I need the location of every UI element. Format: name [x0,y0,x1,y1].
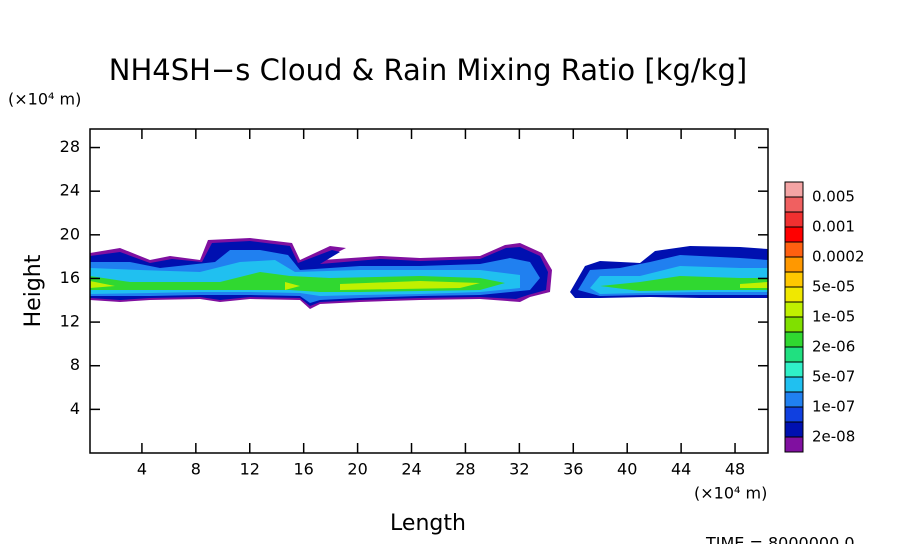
colorbar-swatch [784,211,804,228]
colorbar-label: 0.0002 [812,248,865,266]
x-tick-label: 48 [725,460,745,479]
x-unit: (×10⁴ m) [694,484,767,503]
colorbar-label: 2e-08 [812,428,855,446]
colorbar-swatch [784,301,804,318]
y-tick-label: 16 [60,268,80,287]
colorbar-label: 5e-07 [812,368,855,386]
x-tick-label: 44 [671,460,691,479]
y-tick-label: 28 [60,137,80,156]
x-tick-label: 32 [509,460,529,479]
footer: TIME = 8000000.0 [705,534,855,545]
x-tick-label: 20 [347,460,367,479]
chart-title: NH4SH−s Cloud & Rain Mixing Ratio [kg/kg… [109,53,747,87]
colorbar-swatch [784,181,804,198]
colorbar-swatch [784,196,804,213]
colorbar-swatch [784,436,804,453]
colorbar-label: 0.005 [812,188,855,206]
y-tick-label: 12 [60,312,80,331]
y-tick-label: 24 [60,181,80,200]
x-tick-label: 28 [455,460,475,479]
x-tick-label: 24 [401,460,421,479]
x-axis-label: Length [390,511,466,536]
x-tick-label: 8 [191,460,201,479]
x-tick-label: 4 [137,460,147,479]
y-tick-label: 4 [70,399,80,418]
y-tick-label: 8 [70,355,80,374]
colorbar-swatch [784,316,804,333]
colorbar-swatch [784,286,804,303]
x-tick-label: 12 [240,460,260,479]
colorbar-swatch [784,361,804,378]
colorbar-swatch [784,226,804,243]
colorbar-label: 0.001 [812,218,855,236]
colorbar-swatch [784,421,804,438]
x-tick-label: 40 [617,460,637,479]
y-tick-label: 20 [60,224,80,243]
colorbar-label: 2e-06 [812,338,855,356]
colorbar-swatch [784,241,804,258]
colorbar-swatch [784,256,804,273]
colorbar-swatch [784,406,804,423]
plot-frame [89,128,769,454]
y-axis-label: Height [21,254,46,327]
colorbar-swatch [784,346,804,363]
y-unit: (×10⁴ m) [8,90,81,109]
colorbar-swatch [784,331,804,348]
colorbar-swatch [784,376,804,393]
contour-field [90,238,768,309]
colorbar-swatch [784,391,804,408]
colorbar-label: 1e-05 [812,308,855,326]
colorbar-label: 1e-07 [812,398,855,416]
x-tick-label: 16 [294,460,314,479]
colorbar-label: 5e-05 [812,278,855,296]
colorbar-swatch [784,271,804,288]
x-tick-label: 36 [563,460,583,479]
